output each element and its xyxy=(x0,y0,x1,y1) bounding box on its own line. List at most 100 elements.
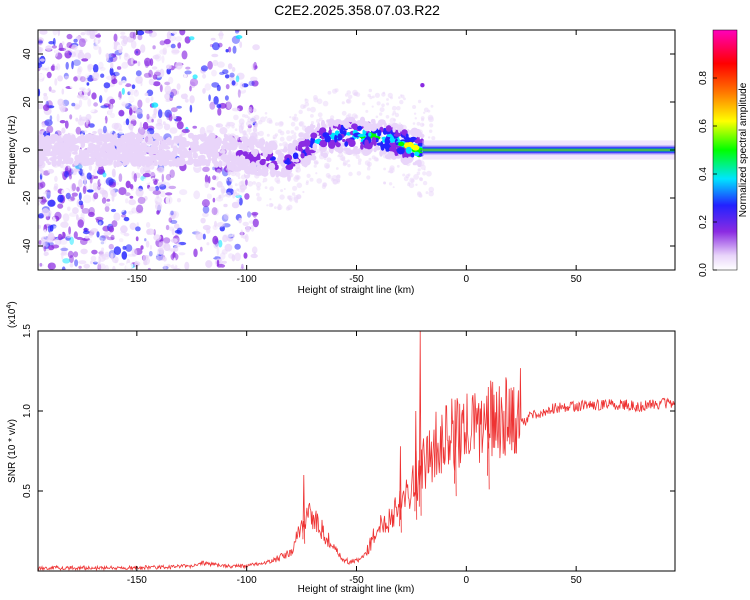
heatmap-cell xyxy=(78,265,82,269)
heatmap-cell xyxy=(403,97,406,101)
heatmap-cell xyxy=(162,266,169,270)
heatmap-cell xyxy=(231,201,240,209)
heatmap-cell xyxy=(228,134,233,140)
heatmap-cell xyxy=(188,36,195,41)
heatmap-cell xyxy=(231,80,236,86)
heatmap-cell xyxy=(422,123,425,126)
heatmap-cell xyxy=(250,76,258,82)
heatmap-cell xyxy=(291,192,296,196)
heatmap-cell xyxy=(417,192,423,198)
heatmap-cell xyxy=(258,130,264,137)
heatmap-cell xyxy=(86,30,92,36)
heatmap-cell xyxy=(103,38,111,45)
heatmap-cell xyxy=(385,125,392,132)
heatmap-cell xyxy=(140,44,146,53)
heatmap-cell xyxy=(386,133,393,138)
heatmap-cell xyxy=(165,263,171,268)
heatmap-cell xyxy=(124,97,130,104)
heatmap-cell xyxy=(113,141,122,146)
heatmap-cell xyxy=(344,93,349,97)
heatmap-cell xyxy=(246,127,252,133)
heatmap-cell xyxy=(386,98,389,101)
heatmap-cell xyxy=(181,128,190,134)
heatmap-cell xyxy=(147,267,151,270)
heatmap-cell xyxy=(223,163,227,167)
heatmap-cell xyxy=(176,90,179,95)
heatmap-cell xyxy=(388,182,393,186)
heatmap-cell xyxy=(169,94,174,102)
heatmap-cell xyxy=(131,207,137,214)
x-tick-label: -50 xyxy=(349,274,364,285)
heatmap-cell xyxy=(221,260,227,264)
heatmap-cell xyxy=(235,35,243,39)
heatmap-cell xyxy=(88,164,93,171)
heatmap-cell xyxy=(402,152,406,159)
heatmap-cell xyxy=(116,145,124,152)
heatmap-cell xyxy=(39,179,43,183)
heatmap-cell xyxy=(120,134,126,140)
heatmap-cell xyxy=(144,30,153,34)
heatmap-cell xyxy=(252,181,256,185)
heatmap-cell xyxy=(107,127,113,134)
heatmap-cell xyxy=(169,127,178,134)
heatmap-cell xyxy=(164,149,172,158)
heatmap-cell xyxy=(59,184,67,190)
snr-ticks: -150 -100 -50 0 50 0.5 1.0 1.5 xyxy=(22,324,675,586)
heatmap-cell xyxy=(187,132,195,139)
heatmap-cell xyxy=(111,53,117,58)
heatmap-cell xyxy=(287,204,293,210)
heatmap-cell xyxy=(175,61,183,70)
heatmap-cell xyxy=(309,177,314,182)
heatmap-cell xyxy=(213,207,220,216)
colorbar-tick-label: 0.8 xyxy=(698,71,709,85)
heatmap-cell xyxy=(159,49,167,55)
heatmap-cell xyxy=(184,261,190,270)
heatmap-cell xyxy=(83,84,91,93)
heatmap-cell xyxy=(310,106,316,113)
heatmap-cell xyxy=(218,239,223,248)
heatmap-cell xyxy=(46,71,52,79)
heatmap-cell xyxy=(419,177,424,182)
heatmap-cell xyxy=(183,217,190,227)
heatmap-cell xyxy=(306,107,311,112)
heatmap-cell xyxy=(54,47,59,57)
heatmap-cell xyxy=(38,103,44,110)
heatmap-cell xyxy=(387,92,393,98)
heatmap-cell xyxy=(289,198,293,202)
heatmap-cell xyxy=(170,88,178,97)
heatmap-cell xyxy=(58,233,63,241)
snr-frame xyxy=(37,330,676,572)
heatmap-cell xyxy=(228,161,234,167)
heatmap-cell xyxy=(118,173,123,183)
heatmap-cell xyxy=(248,106,253,111)
heatmap-cell xyxy=(293,132,297,135)
heatmap-cell xyxy=(176,198,182,203)
heatmap-cell xyxy=(259,159,266,166)
heatmap-cell xyxy=(426,170,432,177)
heatmap-cell xyxy=(118,207,125,213)
heatmap-cell xyxy=(170,238,178,243)
heatmap-cell xyxy=(238,124,244,134)
heatmap-cell xyxy=(139,121,143,130)
heatmap-cell xyxy=(286,135,293,142)
heatmap-cell xyxy=(57,203,64,209)
heatmap-cell xyxy=(230,178,234,182)
heatmap-cell xyxy=(43,95,49,101)
heatmap-cell xyxy=(324,135,332,143)
heatmap-cell xyxy=(116,155,122,162)
heatmap-cell xyxy=(71,60,74,70)
heatmap-cell xyxy=(184,160,189,165)
heatmap-cell xyxy=(392,110,397,115)
heatmap-cell xyxy=(165,196,170,205)
heatmap-cell xyxy=(202,233,206,240)
heatmap-cell xyxy=(247,117,253,123)
heatmap-cell xyxy=(252,124,258,130)
heatmap-cell xyxy=(96,157,105,162)
heatmap-cell xyxy=(148,69,153,78)
heatmap-cell xyxy=(102,172,107,178)
heatmap-cell xyxy=(247,181,254,187)
heatmap-cell xyxy=(74,104,81,110)
heatmap-cell xyxy=(99,235,106,242)
heatmap-cell xyxy=(110,234,115,241)
heatmap-cell xyxy=(159,184,167,190)
